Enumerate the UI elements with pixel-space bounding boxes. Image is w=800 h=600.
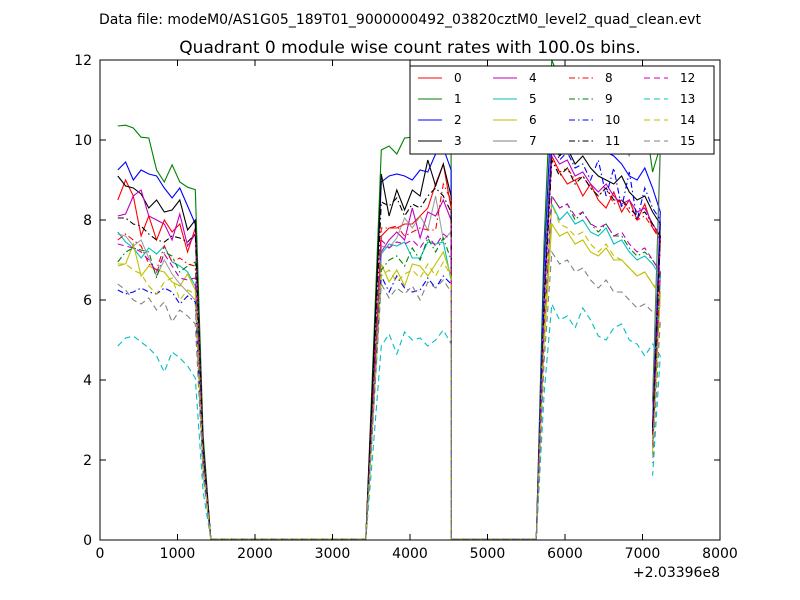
x-tick-label: 8000	[702, 546, 738, 562]
legend-label-15: 15	[680, 134, 695, 148]
x-tick-label: 7000	[625, 546, 661, 562]
y-tick-label: 4	[83, 373, 92, 389]
figure-suptitle: Data file: modeM0/AS1G05_189T01_90000004…	[99, 12, 701, 28]
x-offset-label: +2.03396e8	[633, 565, 720, 581]
legend-label-11: 11	[605, 134, 620, 148]
legend-label-10: 10	[605, 113, 620, 127]
y-tick-label: 2	[83, 453, 92, 469]
x-tick-label: 2000	[237, 546, 273, 562]
y-tick-label: 12	[74, 53, 92, 69]
axis-ticks: 0 1000 2000 3000 4000 5000 6000 7000 80000246810…	[74, 53, 738, 562]
series-line-13	[117, 301, 661, 540]
legend-label-3: 3	[454, 134, 462, 148]
y-tick-label: 6	[83, 293, 92, 309]
legend-label-9: 9	[605, 92, 613, 106]
chart-title: Quadrant 0 module wise count rates with …	[179, 38, 640, 58]
legend-label-7: 7	[529, 134, 537, 148]
legend-label-2: 2	[454, 113, 462, 127]
legend-label-8: 8	[605, 71, 613, 85]
legend-label-0: 0	[454, 71, 462, 85]
series-line-12	[117, 194, 661, 540]
y-tick-label: 10	[74, 133, 92, 149]
x-tick-label: 1000	[160, 546, 196, 562]
legend-box	[409, 65, 715, 155]
x-tick-label: 3000	[315, 546, 351, 562]
series-line-14	[117, 203, 661, 540]
y-tick-label: 8	[83, 213, 92, 229]
legend-label-1: 1	[454, 92, 462, 106]
y-tick-label: 0	[83, 533, 92, 549]
legend-label-6: 6	[529, 113, 537, 127]
x-tick-label: 5000	[470, 546, 506, 562]
legend-label-13: 13	[680, 92, 695, 106]
x-tick-label: 4000	[392, 546, 428, 562]
legend-label-4: 4	[529, 71, 537, 85]
plot-lines	[117, 59, 661, 540]
x-tick-label: 6000	[547, 546, 583, 562]
legend-label-14: 14	[680, 113, 695, 127]
series-line-11	[117, 157, 661, 540]
x-tick-label: 0	[96, 546, 105, 562]
legend-label-12: 12	[680, 71, 695, 85]
legend-label-5: 5	[529, 92, 537, 106]
